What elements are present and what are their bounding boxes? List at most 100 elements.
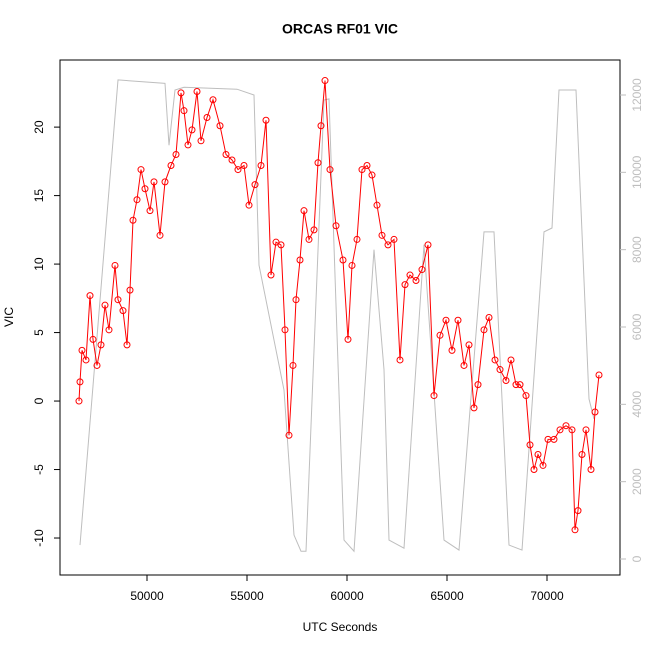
- point: [591, 408, 599, 416]
- point: [281, 326, 289, 334]
- chart-title: ORCAS RF01 VIC: [282, 21, 398, 37]
- point: [496, 366, 504, 374]
- point: [89, 335, 97, 343]
- point: [582, 426, 590, 434]
- point: [257, 161, 265, 169]
- point: [587, 466, 595, 474]
- y-tick-label: 10: [32, 257, 46, 271]
- point: [150, 178, 158, 186]
- point: [530, 466, 538, 474]
- point: [267, 271, 275, 279]
- y2-tick-label: 2000: [630, 468, 644, 495]
- point: [234, 166, 242, 174]
- point: [339, 256, 347, 264]
- point: [373, 201, 381, 209]
- point: [442, 316, 450, 324]
- point: [193, 88, 201, 96]
- point: [491, 356, 499, 364]
- point: [75, 397, 83, 405]
- point: [300, 207, 308, 215]
- point: [97, 341, 105, 349]
- point: [93, 361, 101, 369]
- point: [161, 178, 169, 186]
- point: [314, 159, 322, 167]
- point: [344, 335, 352, 343]
- point: [378, 231, 386, 239]
- point: [111, 261, 119, 269]
- point: [310, 226, 318, 234]
- point: [197, 137, 205, 145]
- point: [430, 392, 438, 400]
- point: [292, 296, 300, 304]
- point: [86, 292, 94, 300]
- y-tick-label: -10: [32, 529, 46, 547]
- y2-tick-label: 4000: [630, 391, 644, 418]
- x-tick-label: 65000: [430, 589, 464, 603]
- point: [384, 241, 392, 249]
- y2-tick-label: 8000: [630, 236, 644, 263]
- point: [114, 296, 122, 304]
- plot-frame: [59, 59, 621, 576]
- point: [353, 235, 361, 243]
- point: [228, 156, 236, 164]
- point: [358, 166, 366, 174]
- point: [412, 277, 420, 285]
- y-tick-label: 0: [32, 397, 46, 404]
- x-tick-label: 70000: [530, 589, 564, 603]
- point: [550, 435, 558, 443]
- point: [406, 271, 414, 279]
- y-tick-label: 20: [32, 120, 46, 134]
- point: [172, 151, 180, 159]
- y-tick-label: 5: [32, 329, 46, 336]
- point: [578, 450, 586, 458]
- point: [512, 381, 520, 389]
- x-tick-label: 50000: [130, 589, 164, 603]
- point: [141, 185, 149, 193]
- point: [396, 356, 404, 364]
- point: [156, 231, 164, 239]
- point: [133, 196, 141, 204]
- point: [401, 281, 409, 289]
- y2-tick-label: 0: [630, 555, 644, 562]
- y2-tick-label: 12000: [630, 78, 644, 112]
- point: [539, 461, 547, 469]
- point: [289, 361, 297, 369]
- point: [285, 431, 293, 439]
- y-tick-label: -5: [32, 464, 46, 475]
- y-axis-label: VIC: [2, 307, 16, 327]
- point: [262, 116, 270, 124]
- point: [465, 341, 473, 349]
- point: [418, 266, 426, 274]
- point: [574, 507, 582, 515]
- point: [485, 314, 493, 321]
- point: [470, 404, 478, 412]
- point: [516, 381, 524, 389]
- x-tick-label: 55000: [230, 589, 264, 603]
- point: [348, 261, 356, 269]
- y-tick-label: 15: [32, 189, 46, 203]
- point: [460, 361, 468, 369]
- point: [137, 166, 145, 174]
- y2-tick-label: 6000: [630, 313, 644, 340]
- point: [123, 341, 131, 349]
- point: [146, 207, 154, 215]
- point: [424, 241, 432, 249]
- point: [129, 216, 137, 224]
- point: [568, 426, 576, 434]
- point: [222, 151, 230, 159]
- point: [317, 122, 325, 130]
- x-tick-label: 60000: [330, 589, 364, 603]
- point: [119, 307, 127, 315]
- point: [180, 107, 188, 115]
- y2-tick-label: 10000: [630, 155, 644, 189]
- point: [436, 331, 444, 339]
- point: [101, 301, 109, 309]
- point: [390, 235, 398, 243]
- point: [480, 326, 488, 334]
- point: [474, 381, 482, 389]
- series-line: [79, 79, 595, 553]
- x-axis-label: UTC Seconds: [303, 620, 378, 634]
- point: [305, 235, 313, 243]
- point: [216, 122, 224, 130]
